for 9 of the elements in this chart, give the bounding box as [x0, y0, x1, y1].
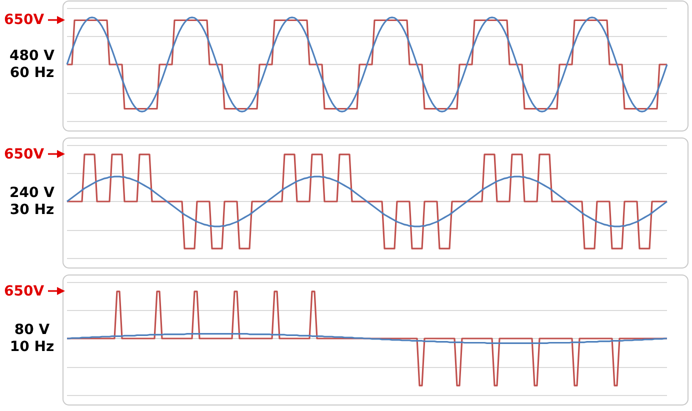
text: 480 V — [10, 48, 55, 64]
text: 80 V — [14, 322, 50, 338]
text: 650V — [4, 146, 44, 162]
text: 10 Hz — [10, 339, 54, 355]
text: 30 Hz — [10, 202, 54, 218]
text: 650V — [4, 12, 44, 28]
text: 650V — [4, 283, 44, 300]
text: 240 V — [10, 185, 55, 201]
text: 60 Hz — [10, 65, 54, 81]
